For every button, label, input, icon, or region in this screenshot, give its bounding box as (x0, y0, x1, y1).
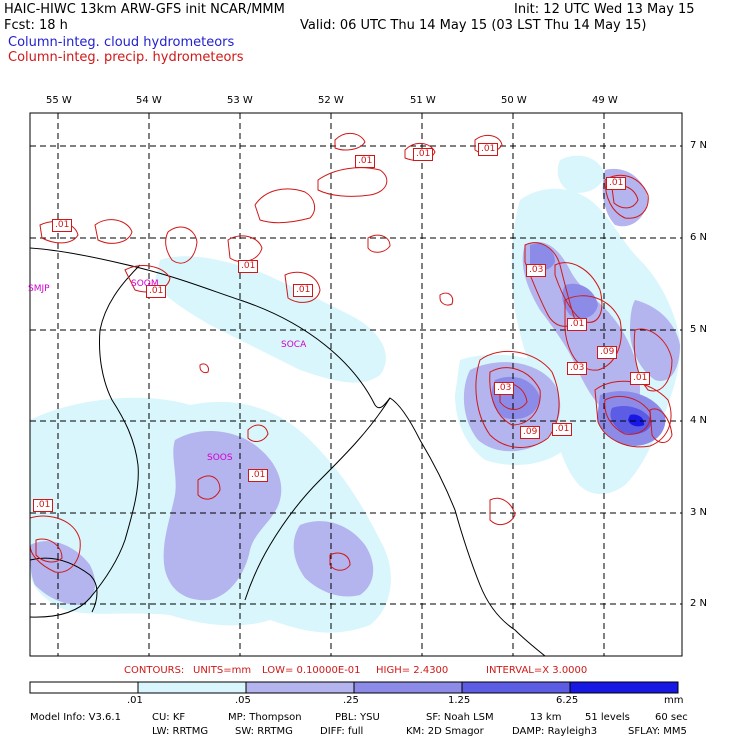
valid-time: Valid: 06 UTC Thu 14 May 15 (03 LST Thu … (300, 18, 647, 33)
contour-label: .01 (355, 155, 376, 168)
lon-tick: 52 W (318, 95, 344, 106)
map-border (29, 112, 683, 657)
colorbar (29, 681, 679, 694)
lat-lon-grid (30, 113, 682, 656)
model-damp: DAMP: Rayleigh3 (512, 726, 598, 737)
lat-tick: 3 N (690, 507, 708, 518)
contour-label: .01 (630, 372, 651, 385)
model-lw: LW: RRTMG (152, 726, 209, 737)
lon-tick: 50 W (501, 95, 527, 106)
model-sf: SF: Noah LSM (426, 712, 494, 723)
contour-label: .01 (146, 285, 167, 298)
lat-tick: 2 N (690, 598, 708, 609)
contours-title: CONTOURS: (124, 665, 185, 676)
contours-interval: INTERVAL=X 3.0000 (486, 665, 588, 676)
model-km: KM: 2D Smagor (406, 726, 484, 737)
model-levels: 51 levels (585, 712, 630, 723)
model-timestep: 60 sec (655, 712, 688, 723)
colorbar-label: 1.25 (448, 695, 471, 706)
contour-label: .01 (567, 318, 588, 331)
coastline (30, 247, 546, 656)
colorbar-swatch-4 (461, 681, 571, 694)
contour-label: .01 (478, 143, 499, 156)
contour-label: .09 (597, 346, 618, 359)
lat-tick: 6 N (690, 232, 708, 243)
contour-label: .03 (567, 362, 588, 375)
model-diff: DIFF: full (320, 726, 364, 737)
model-cu: CU: KF (152, 712, 186, 723)
model-pbl: PBL: YSU (335, 712, 380, 723)
contours-high: HIGH= 2.4300 (376, 665, 449, 676)
contour-label: .01 (33, 499, 54, 512)
colorbar-label: .01 (127, 695, 143, 706)
lat-tick: 7 N (690, 140, 708, 151)
colorbar-swatch-3 (353, 681, 463, 694)
colorbar-unit: mm (664, 695, 684, 706)
lat-tick: 4 N (690, 415, 708, 426)
cloud-shade-max (628, 414, 645, 427)
contour-label: .01 (552, 423, 573, 436)
model-res: 13 km (530, 712, 562, 723)
legend-precip: Column-integ. precip. hydrometeors (8, 50, 244, 65)
forecast-hour: Fcst: 18 h (4, 18, 68, 33)
contour-label: .01 (606, 177, 627, 190)
lon-tick: 55 W (46, 95, 72, 106)
title-left: HAIC-HIWC 13km ARW-GFS init NCAR/MMM (4, 2, 285, 17)
contour-label: .01 (52, 219, 73, 232)
lon-tick: 54 W (136, 95, 162, 106)
colorbar-swatch-2 (245, 681, 355, 694)
model-sw: SW: RRTMG (235, 726, 293, 737)
contour-label: .01 (238, 260, 259, 273)
station-soom: SOOM (131, 279, 159, 289)
lon-tick: 49 W (592, 95, 618, 106)
station-soca: SOCA (281, 340, 307, 350)
contour-label: .03 (494, 382, 515, 395)
station-soos: SOOS (207, 453, 233, 463)
colorbar-swatch-1 (137, 681, 247, 694)
contours-units: UNITS=mm (193, 665, 252, 676)
contour-label: .01 (293, 284, 314, 297)
colorbar-label: .25 (343, 695, 359, 706)
colorbar-label: .05 (235, 695, 251, 706)
model-info: Model Info: V3.6.1 (30, 712, 121, 723)
lon-tick: 53 W (227, 95, 253, 106)
legend-cloud: Column-integ. cloud hydrometeors (8, 35, 235, 50)
init-time: Init: 12 UTC Wed 13 May 15 (514, 2, 695, 17)
contour-label: .01 (413, 148, 434, 161)
colorbar-label: 6.25 (556, 695, 579, 706)
model-mp: MP: Thompson (228, 712, 302, 723)
lon-tick: 51 W (410, 95, 436, 106)
lat-tick: 5 N (690, 324, 708, 335)
model-sflay: SFLAY: MM5 (628, 726, 687, 737)
station-smjp: SMJP (28, 284, 50, 294)
contour-label: .03 (526, 264, 547, 277)
colorbar-swatch-5 (569, 681, 679, 694)
colorbar-swatch-0 (29, 681, 139, 694)
contour-label: .09 (520, 426, 541, 439)
precip-contours (30, 133, 673, 573)
contours-low: LOW= 0.10000E-01 (262, 665, 361, 676)
contour-label: .01 (248, 469, 269, 482)
